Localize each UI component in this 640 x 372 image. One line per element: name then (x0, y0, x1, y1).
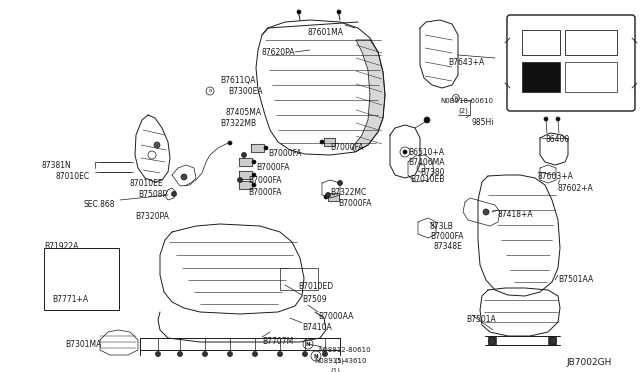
Text: B7000FA: B7000FA (248, 176, 282, 185)
Text: B7643+A: B7643+A (448, 58, 484, 67)
Text: 87010EE: 87010EE (130, 179, 164, 188)
Text: 87348E: 87348E (434, 242, 463, 251)
Circle shape (227, 352, 232, 356)
Text: B7410A: B7410A (302, 323, 332, 332)
Circle shape (324, 195, 328, 199)
Polygon shape (239, 181, 252, 189)
Text: B7000FA: B7000FA (330, 143, 364, 152)
Text: B7320PA: B7320PA (135, 212, 169, 221)
Text: o: o (208, 89, 212, 93)
Text: B7771+A: B7771+A (52, 295, 88, 304)
Text: N0B918-60610: N0B918-60610 (440, 98, 493, 104)
Text: N: N (306, 341, 310, 346)
Text: N: N (454, 96, 458, 100)
Circle shape (337, 180, 342, 186)
Bar (44, 248, 119, 310)
Circle shape (337, 10, 341, 14)
Polygon shape (251, 144, 264, 152)
Text: N08912-80610: N08912-80610 (318, 347, 371, 353)
Circle shape (252, 183, 256, 187)
Text: B7322MC: B7322MC (330, 188, 366, 197)
Circle shape (278, 352, 282, 356)
Text: N: N (314, 353, 318, 359)
Text: B71922A: B71922A (44, 242, 78, 251)
Text: B7000FA: B7000FA (338, 199, 371, 208)
Text: 87602+A: 87602+A (558, 184, 594, 193)
Text: 86400: 86400 (545, 135, 569, 144)
Polygon shape (352, 40, 385, 152)
Text: 87603+A: 87603+A (538, 172, 574, 181)
Circle shape (326, 192, 330, 198)
Circle shape (237, 177, 243, 183)
Circle shape (320, 140, 324, 144)
Circle shape (264, 146, 268, 150)
Circle shape (403, 150, 407, 154)
Circle shape (253, 352, 257, 356)
Text: SEC.868: SEC.868 (84, 200, 115, 209)
Text: B7000AA: B7000AA (318, 312, 353, 321)
Circle shape (544, 117, 548, 121)
Text: B6510+A: B6510+A (408, 148, 444, 157)
Text: B7000FA: B7000FA (256, 163, 289, 172)
Text: B7707M: B7707M (262, 337, 293, 346)
Circle shape (172, 192, 177, 196)
Text: 87010EC: 87010EC (55, 172, 89, 181)
Circle shape (181, 174, 187, 180)
Bar (280, 268, 318, 290)
Text: 87601MA: 87601MA (308, 28, 344, 37)
Text: B7509: B7509 (302, 295, 326, 304)
Text: B7406MA: B7406MA (408, 158, 445, 167)
Polygon shape (239, 171, 252, 179)
Bar (565, 62, 617, 92)
Bar (488, 336, 496, 345)
Circle shape (483, 209, 489, 215)
Text: B7301MA: B7301MA (65, 340, 101, 349)
Text: B7380: B7380 (420, 168, 445, 177)
Text: 87405MA: 87405MA (226, 108, 262, 117)
Bar (548, 336, 556, 345)
Text: B7508P: B7508P (138, 190, 167, 199)
Text: B7611QA: B7611QA (220, 76, 255, 85)
Circle shape (323, 352, 328, 356)
Bar (522, 30, 560, 55)
Text: 87620PA: 87620PA (262, 48, 296, 57)
Circle shape (154, 142, 160, 148)
Text: 985Hi: 985Hi (472, 118, 495, 127)
Circle shape (252, 160, 256, 164)
Text: B7000FA: B7000FA (430, 232, 463, 241)
Polygon shape (328, 193, 339, 201)
Text: B7300EA: B7300EA (228, 87, 262, 96)
Circle shape (297, 10, 301, 14)
Text: B7000FA: B7000FA (268, 149, 301, 158)
Circle shape (228, 141, 232, 145)
Text: B7000FA: B7000FA (248, 188, 282, 197)
Text: (2): (2) (458, 108, 468, 115)
Text: 873LB: 873LB (430, 222, 454, 231)
Text: B7501AA: B7501AA (558, 275, 593, 284)
Text: 87381N: 87381N (42, 161, 72, 170)
Bar (522, 62, 560, 92)
Text: (1): (1) (334, 357, 344, 363)
Text: 87418+A: 87418+A (498, 210, 534, 219)
Circle shape (556, 117, 560, 121)
Text: (1): (1) (330, 368, 340, 372)
Text: JB7002GH: JB7002GH (566, 358, 611, 367)
Circle shape (424, 117, 430, 123)
Text: N08915-43610: N08915-43610 (314, 358, 367, 364)
Polygon shape (324, 138, 335, 146)
Text: B7322MB: B7322MB (220, 119, 256, 128)
Bar (565, 30, 617, 55)
Circle shape (252, 173, 256, 177)
Circle shape (202, 352, 207, 356)
Polygon shape (239, 158, 252, 166)
Circle shape (303, 352, 307, 356)
Text: B7501A: B7501A (466, 315, 496, 324)
Circle shape (156, 352, 161, 356)
Circle shape (241, 153, 246, 157)
Circle shape (177, 352, 182, 356)
Text: B7010EB: B7010EB (410, 175, 444, 184)
Text: B7010ED: B7010ED (298, 282, 333, 291)
